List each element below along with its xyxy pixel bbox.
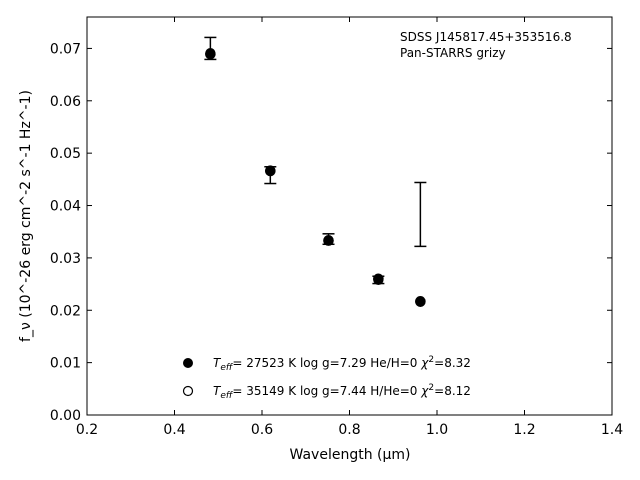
legend-1-teff: 27523: [246, 356, 284, 370]
annotation-photometry: Pan-STARRS grizy: [400, 46, 506, 60]
model-point-open: [265, 165, 276, 176]
legend-entry-1: Teff= 27523 K log g=7.29 He/H=0 χ2=8.32: [213, 355, 471, 373]
legend-marker-filled: [183, 358, 193, 368]
legend: Teff= 27523 K log g=7.29 He/H=0 χ2=8.32 …: [182, 355, 471, 401]
tick-labels-layer: 0.2 0.4 0.6 0.8 1.0 1.2 1.4 0.00 0.01 0.02 0.03 0.0…: [50, 41, 623, 438]
x-tick-label: 1.2: [513, 422, 535, 438]
x-tick-label: 1.0: [426, 422, 448, 438]
x-tick-label: 0.4: [163, 422, 185, 438]
y-axis-label: f_ν (10^-26 erg cm^-2 s^-1 Hz^-1): [18, 90, 34, 342]
model-point-open: [373, 274, 384, 285]
y-tick-label: 0.04: [50, 199, 81, 215]
y-tick-label: 0.01: [50, 356, 81, 372]
model-point-open: [415, 296, 426, 307]
axes-layer: [86, 16, 613, 416]
legend-2-chi2: 8.12: [444, 384, 471, 398]
legend-2-ratio: H/He=0: [370, 384, 417, 398]
x-axis-label: Wavelength (μm): [290, 447, 411, 463]
x-tick-label: 0.8: [338, 422, 360, 438]
legend-1-chi2: 8.32: [444, 356, 471, 370]
y-tick-label: 0.07: [50, 41, 81, 57]
legend-1-logg: 7.29: [340, 356, 367, 370]
x-tick-label: 1.4: [601, 422, 623, 438]
x-tick-label: 0.2: [76, 422, 98, 438]
y-tick-label: 0.02: [50, 303, 81, 319]
legend-2-teff: 35149: [246, 384, 284, 398]
legend-2-logg: 7.44: [340, 384, 367, 398]
y-tick-label: 0.05: [50, 146, 81, 162]
legend-marker-open: [182, 385, 194, 397]
x-tick-label: 0.6: [251, 422, 273, 438]
model-point-open: [205, 48, 216, 59]
observed-points-layer: [204, 36, 427, 285]
annotation-object-name: SDSS J145817.45+353516.8: [400, 30, 572, 44]
y-tick-label: 0.03: [50, 251, 81, 267]
model-point-open: [323, 234, 334, 246]
legend-entry-2: Teff= 35149 K log g=7.44 H/He=0 χ2=8.12: [213, 383, 471, 401]
legend-1-ratio: He/H=0: [370, 356, 417, 370]
model-points-layer: [205, 48, 426, 307]
y-tick-label: 0.06: [50, 94, 81, 110]
y-tick-label: 0.00: [50, 408, 81, 424]
